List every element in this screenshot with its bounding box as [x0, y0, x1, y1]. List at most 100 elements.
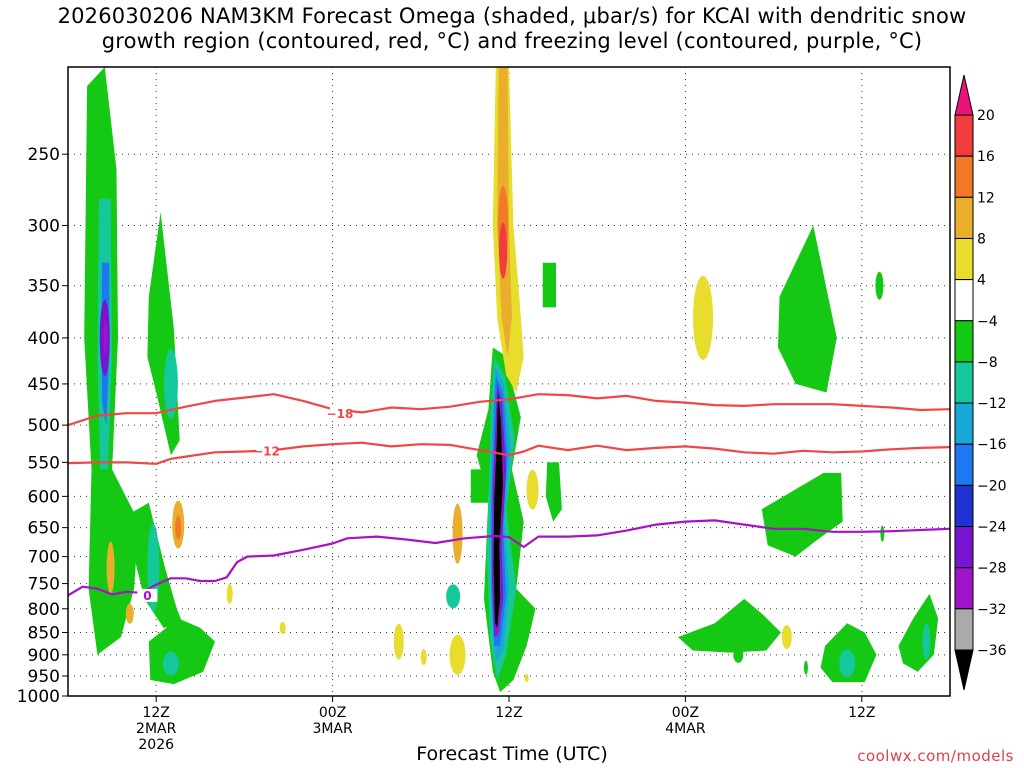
contour-label--12: −12 [253, 445, 280, 459]
omega-area [499, 222, 508, 279]
contour-label--18: −18 [327, 407, 354, 421]
y-tick-label: 850 [28, 623, 60, 643]
omega-area [839, 649, 856, 678]
omega-area [175, 515, 182, 540]
omega-area [880, 525, 885, 542]
omega-area [678, 598, 781, 653]
omega-area [446, 584, 461, 609]
omega-area [542, 262, 556, 308]
contour-label-bg [256, 444, 277, 458]
x-tick-label: 12Z [142, 705, 169, 721]
colorbar-box [954, 155, 974, 198]
colorbar-label: −4 [977, 314, 998, 330]
x-tick-label: 3MAR [312, 721, 353, 737]
contour-label-bg [137, 588, 158, 602]
colorbar-label: −32 [977, 602, 1007, 618]
y-tick-label: 900 [28, 646, 60, 666]
colorbar-arrow-bottom [954, 649, 974, 691]
y-tick-label: 250 [28, 145, 60, 165]
omega-area [875, 271, 884, 300]
y-tick-label: 600 [28, 487, 60, 507]
contour--18 [68, 393, 950, 427]
y-tick-label: 400 [28, 329, 60, 349]
x-tick-label: 2026 [138, 737, 174, 753]
chart-title-line-1: 2026030206 NAM3KM Forecast Omega (shaded… [57, 4, 967, 28]
x-tick-label: 00Z [672, 705, 699, 721]
contour-0 [68, 519, 950, 597]
y-tick-label: 300 [28, 216, 60, 236]
x-tick-label: 12Z [495, 705, 522, 721]
colorbar-label: 16 [977, 149, 995, 165]
y-tick-label: 800 [28, 600, 60, 620]
contour-label-0: 0 [143, 589, 151, 603]
colorbar-box [954, 196, 974, 239]
omega-area [493, 392, 504, 628]
omega-area [420, 648, 427, 665]
colorbar-label: −16 [977, 437, 1007, 453]
omega-area [470, 469, 489, 503]
colorbar-label: 8 [977, 231, 986, 247]
colorbar-label: 20 [977, 108, 995, 124]
watermark: coolwx.com/models [857, 747, 1014, 765]
omega-area [125, 603, 134, 624]
contour-label-bg [329, 407, 350, 421]
chart-title: 2026030206 NAM3KM Forecast Omega (shaded… [0, 4, 1024, 54]
colorbar-box [954, 608, 974, 651]
y-tick-label: 1000 [17, 687, 60, 707]
omega-area [922, 623, 931, 660]
omega-area [449, 634, 466, 675]
colorbar-box [954, 237, 974, 281]
omega-area [103, 319, 108, 356]
x-axis-label: Forecast Time (UTC) [416, 743, 608, 765]
y-tick-label: 700 [28, 548, 60, 568]
y-tick-label: 350 [28, 277, 60, 297]
colorbar-arrow-top [954, 74, 974, 116]
colorbar-label: −8 [977, 355, 998, 371]
omega-area [781, 625, 792, 650]
y-tick-label: 550 [28, 453, 60, 473]
colorbar-label: −24 [977, 520, 1007, 536]
omega-area [693, 275, 714, 360]
x-tick-label: 12Z [848, 705, 875, 721]
colorbar-label: −20 [977, 478, 1007, 494]
colorbar-label: −12 [977, 396, 1007, 412]
colorbar-label: −28 [977, 561, 1007, 577]
y-tick-label: 450 [28, 375, 60, 395]
y-tick-label: 750 [28, 575, 60, 595]
colorbar-box [954, 320, 974, 363]
omega-area [162, 651, 179, 676]
omega-area [526, 469, 539, 510]
chart-title-line-2: growth region (contoured, red, °C) and f… [101, 29, 923, 53]
colorbar-box [954, 526, 974, 569]
colorbar-box [954, 443, 974, 486]
colorbar-box [954, 402, 974, 445]
omega-area [106, 541, 115, 594]
x-tick-label: 4MAR [665, 721, 706, 737]
y-tick-label: 650 [28, 519, 60, 539]
omega-area [545, 462, 562, 522]
omega-area [163, 348, 178, 419]
omega-area [279, 621, 286, 634]
omega-area [524, 674, 529, 683]
colorbar-box [954, 567, 974, 610]
y-tick-label: 500 [28, 416, 60, 436]
colorbar-box [954, 484, 974, 528]
colorbar-box [954, 114, 974, 157]
colorbar-label: 12 [977, 190, 995, 206]
omega-area [226, 583, 233, 604]
x-tick-label: 00Z [319, 705, 346, 721]
x-tick-label: 2MAR [136, 721, 177, 737]
colorbar-box [954, 361, 974, 404]
omega-area [452, 503, 463, 564]
y-tick-label: 950 [28, 667, 60, 687]
omega-area [778, 225, 837, 393]
plot-body: −18 −12 0 [68, 67, 950, 696]
omega-area [393, 623, 404, 660]
colorbar-box [954, 279, 974, 322]
colorbar-label: 4 [977, 273, 986, 289]
omega-area [761, 472, 843, 557]
omega-area [733, 646, 744, 663]
omega-area [803, 660, 808, 675]
contour--12 [68, 441, 950, 465]
